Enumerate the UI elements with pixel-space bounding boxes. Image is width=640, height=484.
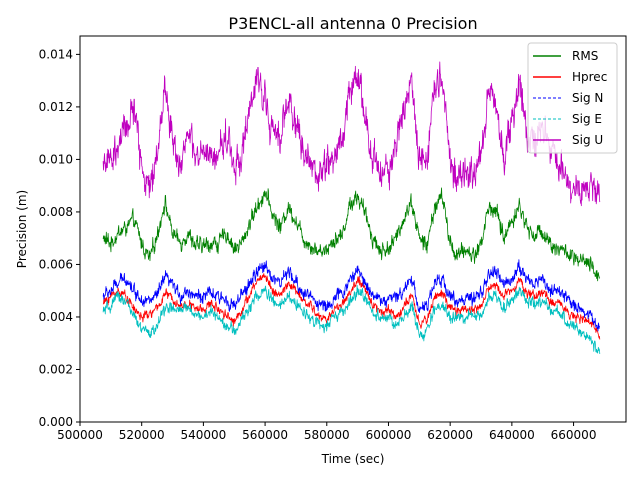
y-tick-label: 0.002 (39, 362, 73, 376)
y-tick-label: 0.000 (39, 415, 73, 429)
x-tick-label: 540000 (180, 428, 226, 442)
y-tick-label: 0.008 (39, 205, 73, 219)
chart-title: P3ENCL-all antenna 0 Precision (228, 14, 477, 33)
legend-box (527, 42, 618, 154)
series-line-rms (102, 187, 601, 282)
legend-label: Sig N (572, 91, 603, 105)
y-axis: 0.000 0.002 0.004 0.006 0.008 0.010 0.012 0.014 (39, 47, 80, 429)
x-tick-label: 620000 (427, 428, 473, 442)
legend-label: RMS (572, 49, 598, 63)
x-tick-label: 560000 (242, 428, 288, 442)
series-line-sig-e (102, 285, 601, 355)
x-axis-label: Time (sec) (321, 452, 385, 466)
x-tick-label: 640000 (489, 428, 535, 442)
x-tick-label: 600000 (366, 428, 412, 442)
legend-label: Sig U (572, 133, 603, 147)
x-tick-label: 520000 (119, 428, 165, 442)
y-axis-label: Precision (m) (15, 190, 29, 268)
series-layer (102, 61, 601, 355)
y-tick-label: 0.004 (39, 310, 73, 324)
x-tick-label: 500000 (57, 428, 103, 442)
legend: RMS Hprec Sig N Sig E Sig U (527, 42, 618, 154)
y-tick-label: 0.006 (39, 257, 73, 271)
series-line-sig-n (102, 259, 601, 332)
y-tick-label: 0.010 (39, 152, 73, 166)
x-tick-label: 660000 (551, 428, 597, 442)
y-tick-label: 0.014 (39, 47, 73, 61)
x-tick-label: 580000 (304, 428, 350, 442)
legend-label: Sig E (572, 112, 602, 126)
plot-frame (79, 35, 627, 423)
y-tick-label: 0.012 (39, 100, 73, 114)
x-axis: 500000 520000 540000 560000 580000 600000 6200… (57, 422, 596, 442)
series-line-sig-u (102, 61, 601, 207)
legend-label: Hprec (572, 70, 607, 84)
